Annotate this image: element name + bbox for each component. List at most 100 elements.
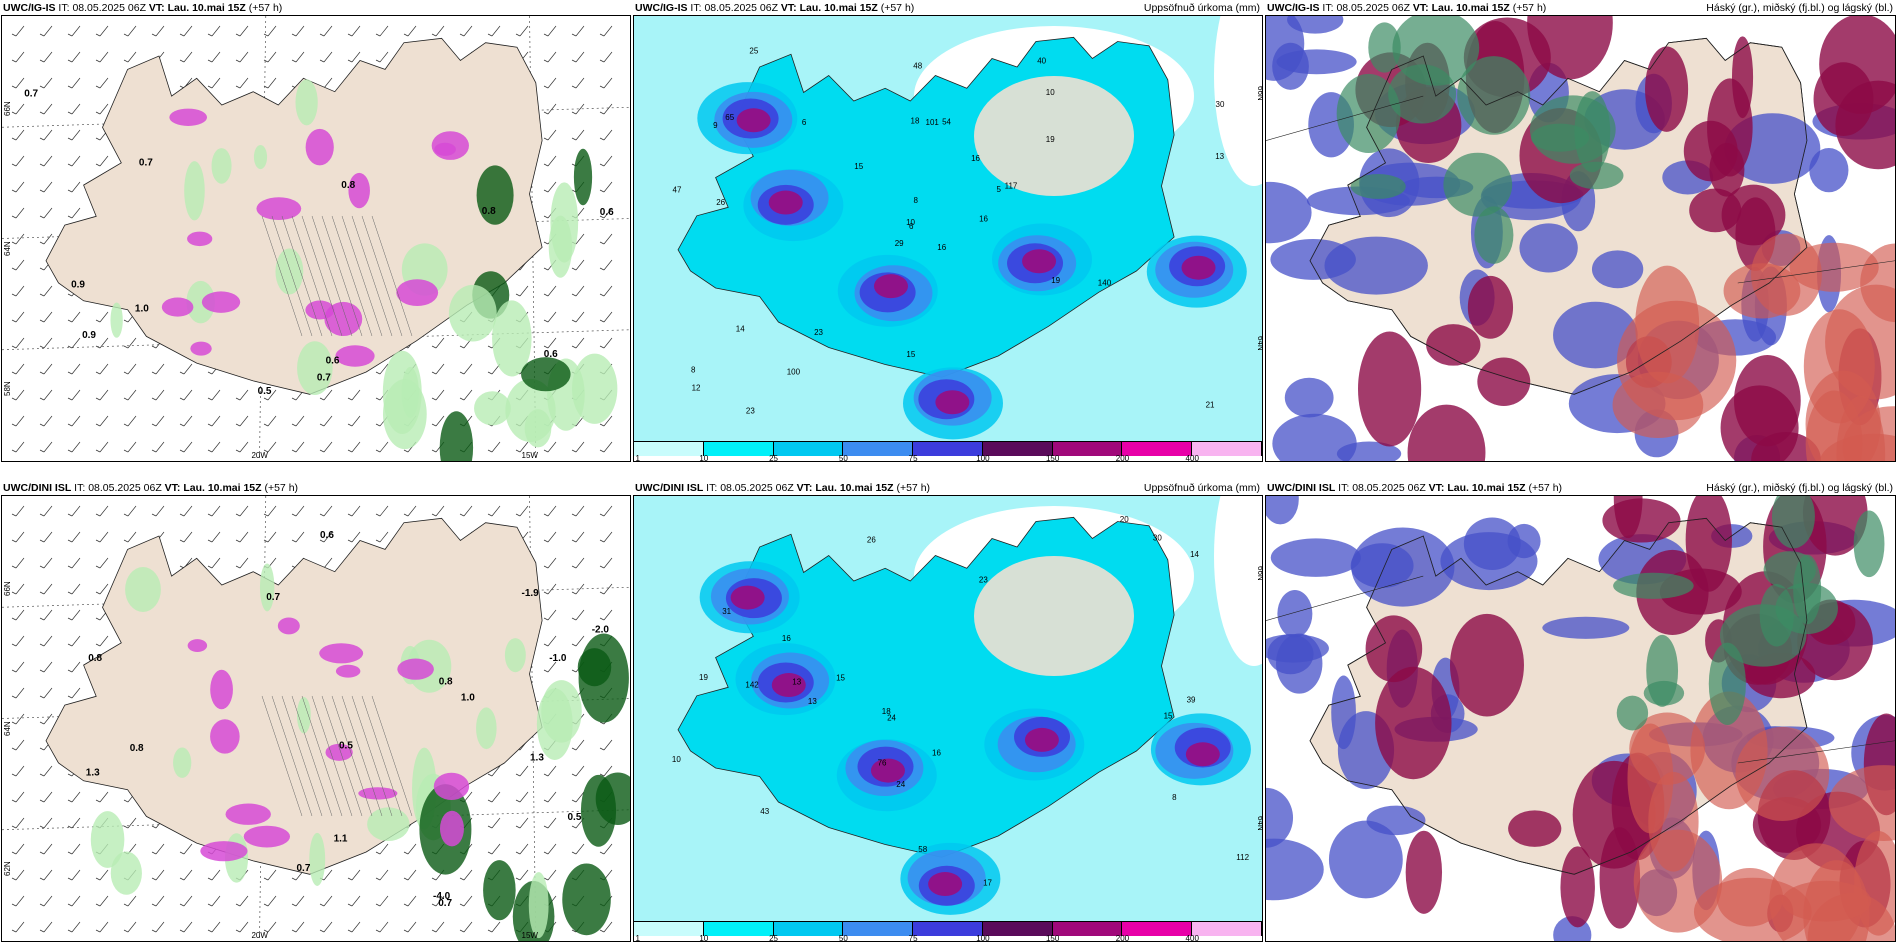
wind-barb xyxy=(291,531,305,543)
precip-value-label: 29 xyxy=(895,239,904,248)
precip-value-label: 30 xyxy=(1216,100,1225,109)
wind-barb xyxy=(599,505,613,517)
precip-value-label: 142 xyxy=(745,680,759,689)
wind-barb xyxy=(11,363,25,375)
precip-area xyxy=(90,811,125,868)
wind-barb xyxy=(263,531,277,543)
wind-barb xyxy=(11,895,25,907)
precip-area xyxy=(110,302,123,338)
wind-barb xyxy=(11,687,25,699)
precip-value-label: 5 xyxy=(997,185,1002,194)
wind-barb xyxy=(179,441,193,453)
precip-value-label: 47 xyxy=(673,186,682,195)
high-cloud xyxy=(1643,680,1685,706)
value-label: 1.1 xyxy=(334,833,348,844)
legend-cell xyxy=(982,442,1053,456)
wind-barb xyxy=(39,441,53,453)
high-cloud xyxy=(1708,642,1746,726)
boundary-line xyxy=(1737,740,1895,764)
wind-barb xyxy=(123,895,137,907)
wind-barb xyxy=(39,51,53,63)
wind-barb xyxy=(235,895,249,907)
hatched-area xyxy=(261,695,413,817)
precip-value-label: 19 xyxy=(1051,276,1060,285)
wind-barb xyxy=(375,505,389,517)
wind-barb xyxy=(39,791,53,803)
wind-barb xyxy=(95,25,109,37)
wind-barb xyxy=(375,363,389,375)
longitude-label: 15W xyxy=(522,451,539,460)
wind-barb xyxy=(123,337,137,349)
wind-barb xyxy=(403,25,417,37)
wind-barb xyxy=(207,51,221,63)
wind-barb xyxy=(263,415,277,427)
cloud-map xyxy=(1266,496,1895,941)
precip-value-label: 140 xyxy=(1098,278,1112,287)
legend-cell xyxy=(1052,922,1123,936)
wind-barb xyxy=(487,921,501,933)
wind-barb xyxy=(67,129,81,141)
legend-cell xyxy=(703,442,774,456)
legend-tick-label: 150 xyxy=(1045,934,1060,943)
low-cloud xyxy=(1324,236,1428,295)
shower-area xyxy=(396,279,439,306)
legend-cell xyxy=(1192,922,1263,936)
precip-contour xyxy=(771,673,806,698)
precip-value-label: 40 xyxy=(1037,57,1046,66)
wind-barb xyxy=(151,895,165,907)
wind-barb xyxy=(599,207,613,219)
precip-value-label: 31 xyxy=(722,607,731,616)
wind-barb xyxy=(235,441,249,453)
wind-barb xyxy=(487,25,501,37)
value-label: 0.7 xyxy=(266,592,280,603)
wind-barb xyxy=(599,843,613,855)
wind-barb xyxy=(403,921,417,933)
value-label: -4.0 xyxy=(433,891,451,902)
precip-area xyxy=(505,378,556,443)
wind-barb xyxy=(431,389,445,401)
precip-area xyxy=(521,357,571,392)
wind-barb xyxy=(39,285,53,297)
wind-barb xyxy=(39,609,53,621)
wind-barb xyxy=(39,557,53,569)
wind-barb xyxy=(599,259,613,271)
legend-cell xyxy=(1192,442,1263,456)
wind-barb xyxy=(179,363,193,375)
shower-area xyxy=(187,231,213,247)
wind-barb xyxy=(543,661,557,673)
precip-area xyxy=(184,161,205,221)
precip-value-label: 16 xyxy=(971,154,980,163)
shower-area xyxy=(335,345,375,367)
wind-barb xyxy=(403,895,417,907)
hatch-line xyxy=(341,695,383,817)
wind-barb xyxy=(67,51,81,63)
hatch-line xyxy=(311,215,353,337)
wind-barb xyxy=(67,337,81,349)
mid-cloud xyxy=(1477,357,1531,406)
legend-tick-label: 100 xyxy=(976,934,990,943)
precip-value-label: 24 xyxy=(896,780,905,789)
mid-cloud xyxy=(1602,498,1681,543)
high-cloud xyxy=(1771,496,1815,549)
wind-barb xyxy=(319,441,333,453)
wind-barb xyxy=(319,51,333,63)
legend-tick-label: 200 xyxy=(1115,934,1130,943)
wind-barb xyxy=(543,155,557,167)
shower-area xyxy=(439,810,464,847)
wind-barb xyxy=(487,817,501,829)
wind-barb xyxy=(67,557,81,569)
shower-area xyxy=(210,719,240,754)
precip-area xyxy=(253,145,268,170)
value-label: -2.0 xyxy=(592,625,610,636)
wind-barb xyxy=(571,25,585,37)
low-cloud xyxy=(1331,675,1356,750)
precip-value-label: 13 xyxy=(792,678,801,687)
wind-barb xyxy=(263,869,277,881)
legend-tick-label: 25 xyxy=(769,454,778,463)
wind-barb xyxy=(67,415,81,427)
hatch-line xyxy=(321,215,363,337)
value-label: 1.3 xyxy=(86,768,100,779)
wind-barb xyxy=(151,25,165,37)
wind-barb xyxy=(67,843,81,855)
wind-barb xyxy=(11,337,25,349)
